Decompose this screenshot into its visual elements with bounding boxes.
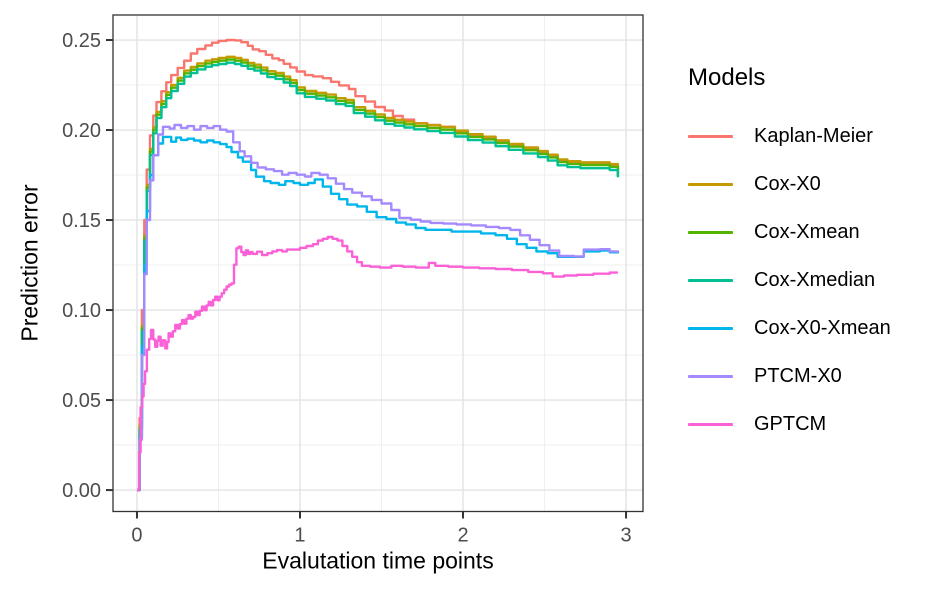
- y-tick-label: 0.00: [62, 480, 101, 502]
- series-line-cox-xmedian: [137, 61, 620, 492]
- y-tick-label: 0.20: [62, 120, 101, 142]
- legend-item-cox-x0: Cox-X0: [688, 160, 938, 208]
- legend-swatch-cox-xmedian: [688, 278, 733, 282]
- panel-border: [112, 14, 644, 513]
- legend-label-gptcm: GPTCM: [754, 412, 827, 435]
- y-axis-title: Prediction error: [16, 184, 43, 342]
- legend-item-kaplan-meier: Kaplan-Meier: [688, 112, 938, 160]
- legend-item-cox-x0-xmean: Cox-X0-Xmean: [688, 304, 938, 352]
- legend-title: Models: [688, 64, 766, 91]
- legend-item-cox-xmedian: Cox-Xmedian: [688, 256, 938, 304]
- legend-label-ptcm-x0: PTCM-X0: [754, 364, 842, 387]
- legend-swatch-cox-x0-xmean: [688, 326, 733, 330]
- series-line-cox-x0-xmean: [137, 135, 620, 492]
- legend-swatch-cox-x0: [688, 182, 733, 186]
- x-tick-label: 1: [294, 525, 305, 547]
- legend-item-cox-xmean: Cox-Xmean: [688, 208, 938, 256]
- legend: Models Kaplan-Meier Cox-X0 Cox-Xmean Cox…: [688, 64, 938, 448]
- legend-label-cox-x0: Cox-X0: [754, 172, 821, 195]
- legend-swatch-cox-xmean: [688, 230, 733, 234]
- series-line-ptcm-x0: [137, 123, 620, 492]
- y-tick-label: 0.10: [62, 300, 101, 322]
- y-tick-label: 0.15: [62, 210, 101, 232]
- legend-swatch-ptcm-x0: [688, 374, 733, 378]
- legend-label-cox-xmedian: Cox-Xmedian: [754, 268, 876, 291]
- x-tick-label: 3: [620, 525, 631, 547]
- x-tick-label: 0: [131, 525, 142, 547]
- y-tick-label: 0.25: [62, 30, 101, 52]
- y-tick-label: 0.05: [62, 390, 101, 412]
- legend-swatch-gptcm: [688, 422, 733, 426]
- legend-label-cox-xmean: Cox-Xmean: [754, 220, 860, 243]
- legend-label-cox-x0-xmean: Cox-X0-Xmean: [754, 316, 891, 339]
- x-axis-title: Evalutation time points: [262, 547, 494, 574]
- legend-label-kaplan-meier: Kaplan-Meier: [754, 124, 873, 147]
- legend-item-gptcm: GPTCM: [688, 400, 938, 448]
- panel-background: [113, 15, 643, 512]
- legend-swatch-kaplan-meier: [688, 134, 733, 138]
- series-line-gptcm: [137, 235, 618, 492]
- legend-item-ptcm-x0: PTCM-X0: [688, 352, 938, 400]
- x-tick-label: 2: [457, 525, 468, 547]
